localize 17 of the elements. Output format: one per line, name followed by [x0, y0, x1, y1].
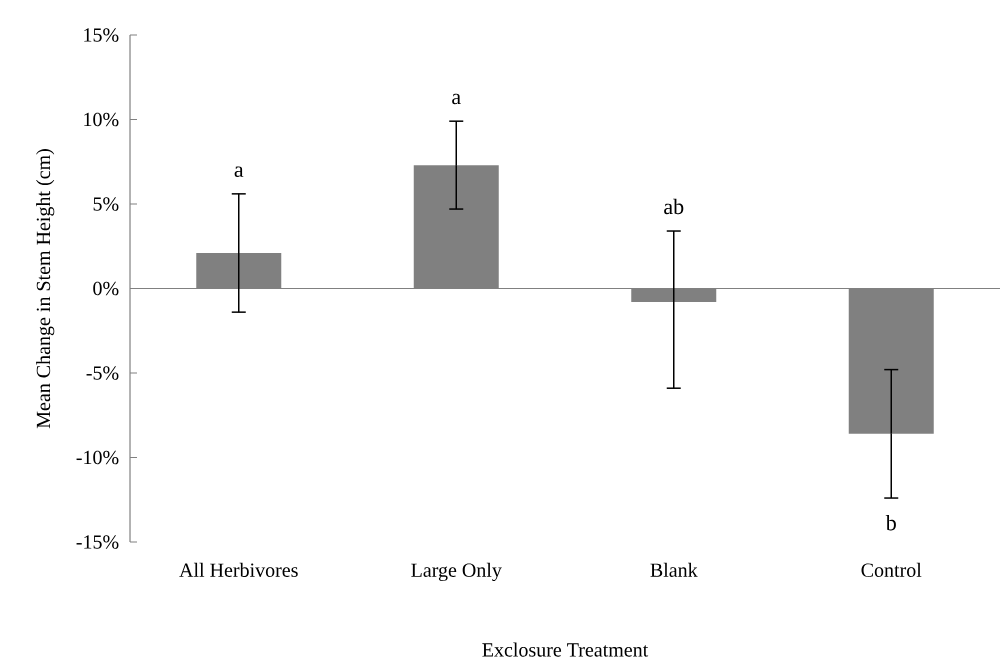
y-tick-label: -10%: [76, 450, 119, 465]
annotation: a: [452, 93, 461, 105]
annotation: b: [885, 514, 896, 531]
annotation: ab: [664, 198, 684, 215]
y-tick-label: 15%: [84, 28, 119, 42]
y-tick-label: 10%: [84, 112, 119, 127]
y-tick-label: -5%: [86, 366, 119, 380]
annotation: a: [234, 166, 244, 177]
x-tick-label: All Herbivores: [179, 562, 298, 577]
y-axis-title: Mean Change in Stem Height (cm): [36, 149, 55, 429]
y-tick-label: -15%: [76, 535, 119, 549]
y-tick-label: 0%: [93, 281, 119, 296]
x-tick-label: Blank: [650, 562, 698, 577]
x-tick-label: Control: [861, 562, 922, 577]
x-tick-label: Large Only: [411, 562, 502, 582]
y-tick-label: 5%: [93, 197, 119, 211]
x-axis-title: Exclosure Treatment: [482, 642, 649, 657]
